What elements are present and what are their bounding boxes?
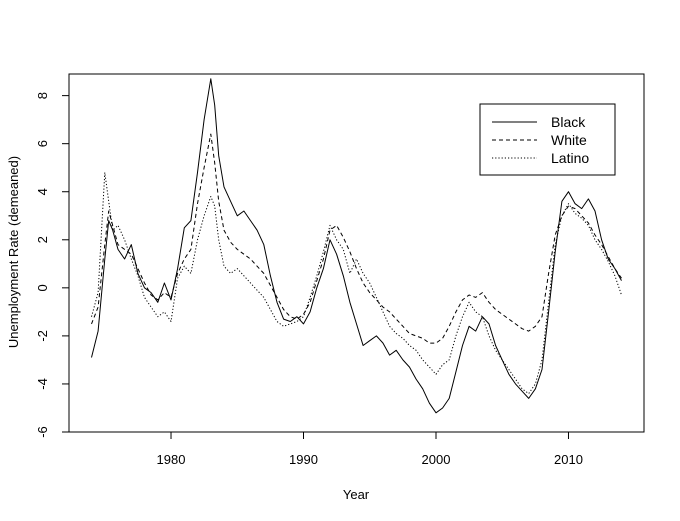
y-axis: -6 -4 -2 0 2 4 6 8 — [35, 92, 69, 438]
x-axis-label: Year — [343, 487, 370, 502]
y-tick-label: 2 — [35, 236, 50, 243]
series-line-black — [91, 78, 622, 414]
y-tick-label: -4 — [35, 378, 50, 390]
y-tick-label: 0 — [35, 284, 50, 291]
x-tick-label: 1990 — [289, 452, 318, 467]
y-axis-label: Unemployment Rate (demeaned) — [6, 156, 21, 348]
series-line-latino — [91, 172, 622, 395]
x-axis: 1980 1990 2000 2010 — [157, 432, 583, 467]
series-line-white — [91, 133, 622, 344]
y-tick-label: 4 — [35, 188, 50, 195]
plot-frame — [68, 73, 645, 433]
y-tick-label: 8 — [35, 92, 50, 99]
x-tick-label: 2000 — [422, 452, 451, 467]
y-tick-label: -6 — [35, 426, 50, 438]
x-tick-label: 1980 — [157, 452, 186, 467]
legend-label-latino: Latino — [551, 150, 589, 166]
x-tick-label: 2010 — [554, 452, 583, 467]
legend: Black White Latino — [479, 103, 616, 176]
y-tick-label: -2 — [35, 330, 50, 342]
legend-label-white: White — [551, 132, 587, 148]
y-tick-label: 6 — [35, 140, 50, 147]
legend-label-black: Black — [551, 114, 586, 130]
series-layer — [91, 78, 622, 414]
